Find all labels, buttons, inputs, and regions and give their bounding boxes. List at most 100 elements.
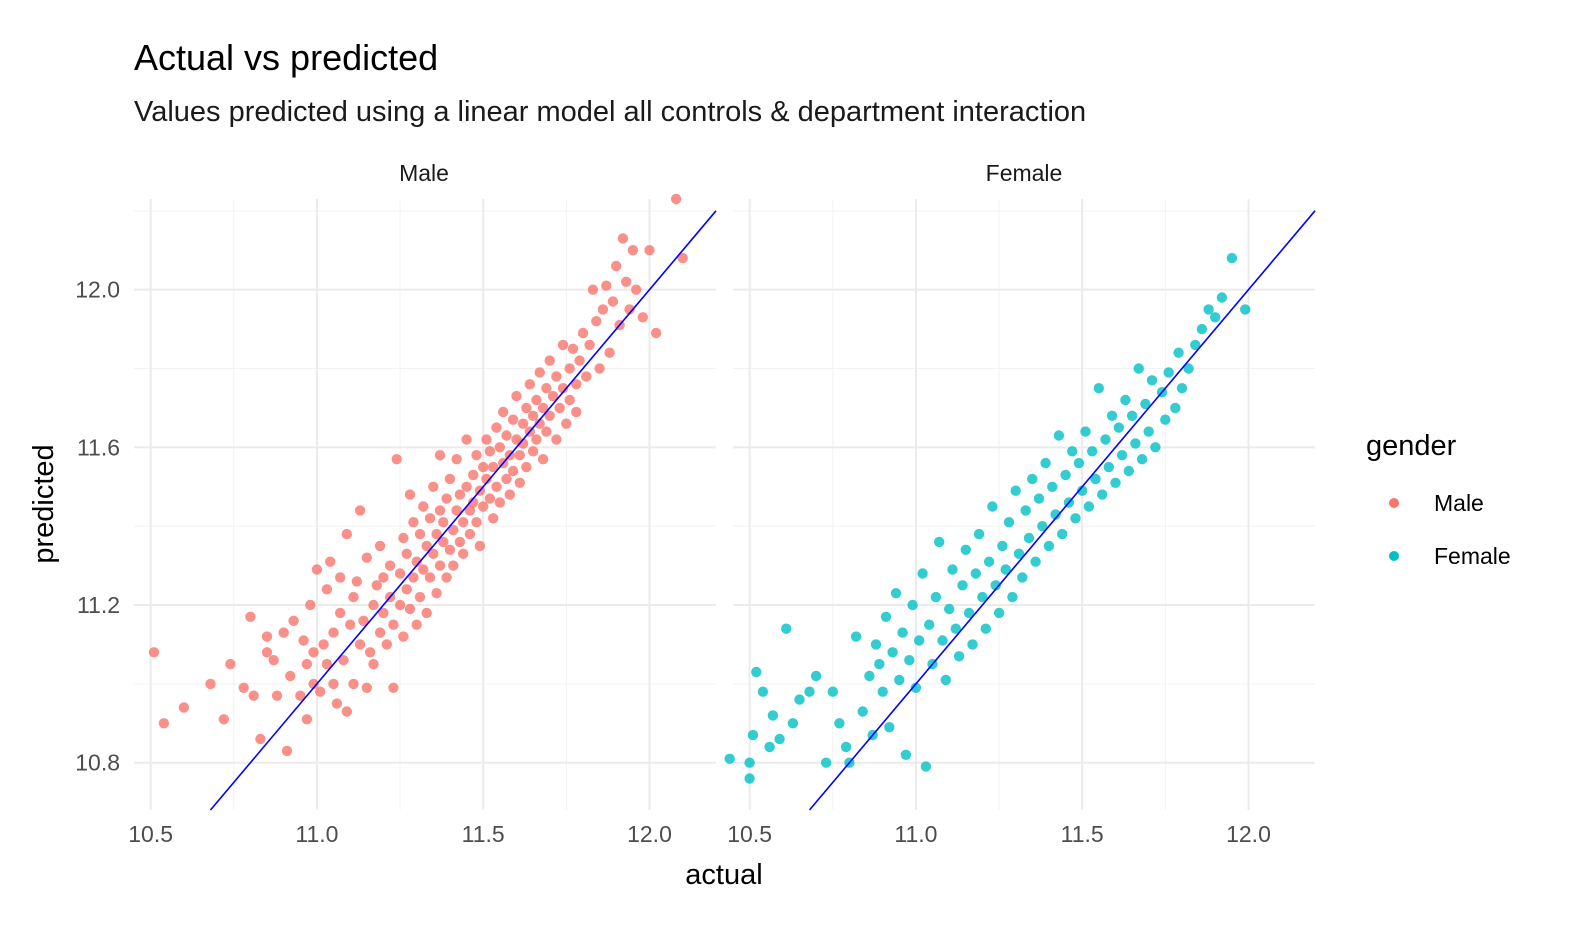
data-point-female bbox=[1000, 564, 1011, 575]
data-point-male bbox=[527, 446, 539, 457]
data-point-male bbox=[374, 627, 386, 638]
data-point-female bbox=[1100, 434, 1111, 445]
data-point-male bbox=[368, 599, 379, 611]
data-point-male bbox=[494, 497, 505, 508]
data-point-male bbox=[308, 678, 319, 690]
y-tick-label: 12.0 bbox=[75, 277, 120, 303]
data-point-male bbox=[418, 564, 429, 575]
data-point-female bbox=[724, 753, 735, 764]
data-point-female bbox=[887, 647, 898, 658]
data-point-male bbox=[481, 434, 492, 445]
data-point-male bbox=[581, 371, 592, 382]
data-point-male bbox=[398, 532, 409, 544]
data-point-female bbox=[980, 623, 991, 634]
data-point-female bbox=[1136, 454, 1148, 465]
identity-line bbox=[808, 210, 1316, 811]
data-point-male bbox=[517, 418, 529, 429]
data-point-male bbox=[245, 611, 256, 622]
data-point-male bbox=[371, 580, 382, 591]
data-point-male bbox=[461, 434, 472, 445]
data-point-female bbox=[744, 773, 755, 784]
data-point-male bbox=[295, 690, 306, 701]
data-point-male bbox=[484, 493, 496, 504]
data-point-female bbox=[1216, 292, 1228, 303]
data-point-female bbox=[930, 591, 942, 603]
data-point-female bbox=[744, 757, 755, 768]
data-point-male bbox=[408, 572, 419, 583]
data-point-female bbox=[997, 540, 1008, 552]
data-point-male bbox=[341, 528, 352, 540]
data-point-male bbox=[421, 540, 432, 552]
data-point-male bbox=[335, 572, 346, 583]
data-point-male bbox=[557, 339, 569, 351]
data-point-male bbox=[577, 327, 589, 339]
data-point-female bbox=[1090, 473, 1101, 485]
data-point-male bbox=[491, 422, 502, 433]
data-point-female bbox=[840, 741, 852, 753]
data-point-male bbox=[601, 280, 612, 291]
data-point-male bbox=[148, 647, 160, 658]
x-tick-label: 11.5 bbox=[462, 821, 505, 847]
facet-label-female: Female bbox=[986, 160, 1063, 186]
data-point-male bbox=[418, 501, 429, 512]
data-point-male bbox=[341, 706, 352, 717]
data-point-female bbox=[781, 623, 792, 634]
data-point-male bbox=[557, 383, 569, 394]
x-tick-label: 12.0 bbox=[627, 821, 672, 847]
data-point-male bbox=[441, 572, 452, 583]
data-point-male bbox=[501, 473, 512, 485]
y-tick-label: 11.6 bbox=[77, 434, 120, 460]
data-point-female bbox=[934, 536, 945, 548]
data-point-female bbox=[1007, 591, 1018, 603]
data-point-female bbox=[1070, 513, 1081, 524]
data-point-female bbox=[857, 706, 868, 717]
data-point-female bbox=[1053, 430, 1065, 441]
data-point-female bbox=[1043, 540, 1055, 552]
data-point-female bbox=[900, 749, 912, 760]
data-point-male bbox=[331, 698, 343, 709]
data-point-female bbox=[787, 718, 799, 729]
data-point-male bbox=[428, 481, 439, 492]
data-point-female bbox=[751, 666, 762, 678]
data-point-female bbox=[757, 686, 769, 697]
data-point-female bbox=[1160, 414, 1171, 425]
data-point-female bbox=[880, 611, 892, 622]
data-point-male bbox=[205, 678, 216, 690]
data-point-male bbox=[378, 607, 389, 619]
data-point-male bbox=[521, 461, 532, 473]
data-point-male bbox=[517, 438, 529, 449]
data-point-male bbox=[454, 536, 466, 548]
data-point-male bbox=[401, 584, 412, 595]
data-point-male bbox=[394, 568, 406, 579]
data-point-male bbox=[677, 252, 688, 264]
data-point-male bbox=[567, 343, 579, 354]
data-point-male bbox=[414, 528, 426, 540]
legend-key-female bbox=[1389, 551, 1399, 561]
data-point-female bbox=[920, 761, 932, 772]
data-point-male bbox=[384, 560, 396, 571]
data-point-male bbox=[411, 619, 422, 630]
legend-key-male bbox=[1389, 498, 1399, 508]
data-point-female bbox=[747, 729, 759, 741]
identity-line bbox=[209, 210, 717, 811]
data-point-male bbox=[624, 304, 635, 315]
x-tick-label: 10.5 bbox=[727, 821, 772, 847]
data-point-female bbox=[810, 670, 822, 682]
data-point-male bbox=[218, 714, 229, 725]
data-point-male bbox=[325, 556, 336, 567]
y-tick-label: 11.2 bbox=[77, 592, 120, 618]
data-point-male bbox=[388, 619, 399, 630]
data-point-female bbox=[1003, 517, 1015, 528]
data-point-female bbox=[877, 686, 888, 697]
data-point-male bbox=[498, 406, 509, 418]
data-point-male bbox=[378, 572, 389, 583]
data-point-male bbox=[531, 394, 542, 406]
data-point-female bbox=[1023, 532, 1035, 544]
legend: gender Male Female bbox=[1366, 430, 1511, 569]
data-point-male bbox=[431, 588, 442, 599]
data-point-female bbox=[973, 528, 985, 540]
data-point-male bbox=[478, 501, 489, 512]
data-point-female bbox=[1087, 446, 1098, 457]
data-point-female bbox=[1083, 501, 1095, 512]
data-point-male bbox=[354, 639, 366, 650]
